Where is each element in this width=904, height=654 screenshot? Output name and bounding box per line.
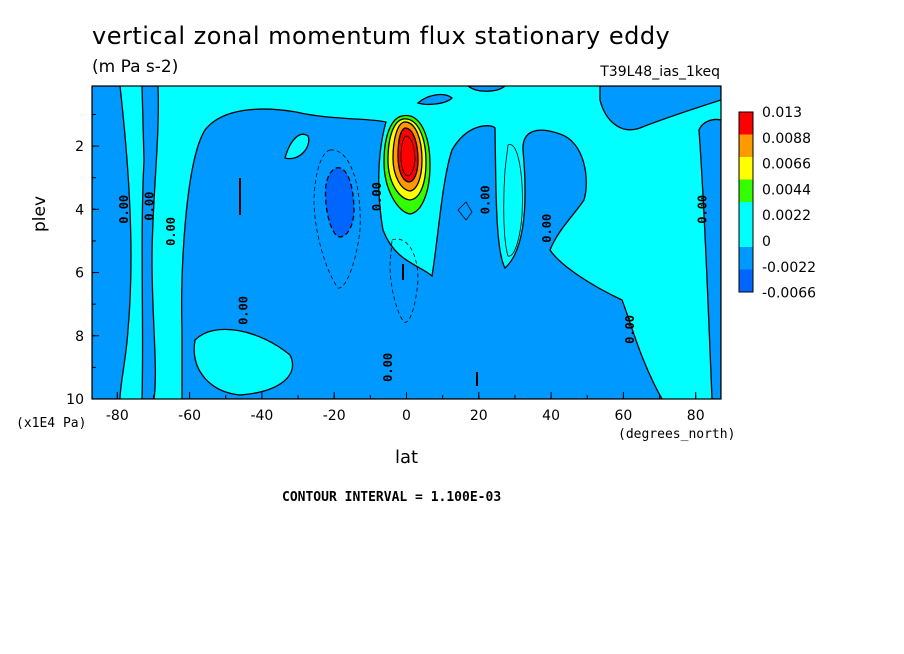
colorbar-label: 0.0088 (762, 131, 811, 147)
contour-label: 0.00 (381, 353, 395, 382)
colorbar-label: 0 (762, 234, 771, 250)
contour-label: 0.00 (117, 195, 131, 224)
positive-island-2 (193, 328, 294, 396)
x-axis-label: lat (395, 447, 419, 468)
thin-contour-small (457, 201, 473, 221)
x-axis-units: (degrees_north) (618, 427, 736, 442)
negative-region-left-2 (141, 86, 159, 399)
x-tick-label: -20 (323, 408, 346, 424)
contour-label: 0.00 (696, 195, 710, 224)
colorbar-segment (739, 247, 753, 270)
thin-contour-east (503, 144, 523, 257)
positive-island (284, 133, 310, 160)
y-tick-label: 4 (75, 202, 84, 218)
x-axis: -80 -60 -40 -20 0 20 40 60 80 (106, 392, 705, 424)
contour-label: 0.00 (370, 182, 384, 211)
contour-label: 0.00 (142, 192, 156, 221)
colorbar: 0.013 0.0088 0.0066 0.0044 0.0022 0 -0.0022 -0.… (738, 105, 816, 302)
negative-region-main (180, 108, 663, 399)
contour-label: 0.00 (164, 217, 178, 246)
x-tick-label: -80 (106, 408, 129, 424)
negative-patch-top (416, 93, 453, 105)
x-tick-label: 40 (542, 408, 560, 424)
colorbar-label: -0.0022 (762, 260, 816, 276)
colorbar-label: 0.0044 (762, 182, 811, 198)
colorbar-label: 0.013 (762, 105, 802, 121)
x-tick-label: 80 (687, 408, 705, 424)
contour-label: 0.00 (540, 214, 554, 243)
contour-label: 0.00 (236, 296, 250, 325)
dashed-contour-outer (313, 149, 361, 289)
colorbar-segment (739, 269, 753, 292)
x-tick-label: -60 (178, 408, 201, 424)
positive-contour-inner (400, 135, 416, 177)
contour-label: 0.00 (623, 315, 637, 344)
chart-units: (m Pa s-2) (92, 57, 179, 77)
x-tick-label: 60 (614, 408, 632, 424)
negative-core-dark (324, 167, 355, 238)
y-axis-units: (x1E4 Pa) (16, 416, 87, 431)
x-tick-label: -40 (250, 408, 273, 424)
contour-interval-note: CONTOUR INTERVAL = 1.100E-03 (282, 490, 502, 505)
colorbar-frame (738, 111, 754, 293)
chart-title: vertical zonal momentum flux stationary … (92, 22, 671, 50)
negative-region-right (698, 118, 721, 399)
y-axis: 2 4 6 8 10 (66, 113, 99, 408)
colorbar-segment (739, 112, 753, 135)
x-tick-label: 20 (470, 408, 488, 424)
negative-region-left (92, 86, 132, 399)
colorbar-label: -0.0066 (762, 286, 816, 302)
colorbar-segment (739, 179, 753, 202)
x-tick-label: 0 (402, 408, 411, 424)
dataset-label: T39L48_ias_1keq (600, 64, 720, 80)
negative-region-top-right (599, 86, 721, 131)
colorbar-segment (739, 134, 753, 157)
y-tick-label: 10 (66, 392, 84, 408)
colorbar-segment (739, 157, 753, 180)
y-tick-label: 6 (75, 266, 84, 282)
contour-labels: 0.00 0.00 0.00 0.00 0.00 0.00 0.00 0.00 0.00 0.00 (117, 182, 709, 382)
contour-label: 0.00 (479, 185, 493, 214)
colorbar-segment (739, 224, 753, 247)
y-axis-label: plev (30, 195, 50, 232)
y-tick-label: 8 (75, 329, 84, 345)
colorbar-label: 0.0022 (762, 208, 811, 224)
colorbar-label: 0.0066 (762, 157, 811, 173)
y-tick-label: 2 (75, 139, 84, 155)
dashed-contour-center (389, 238, 419, 323)
colorbar-segment (739, 202, 753, 225)
